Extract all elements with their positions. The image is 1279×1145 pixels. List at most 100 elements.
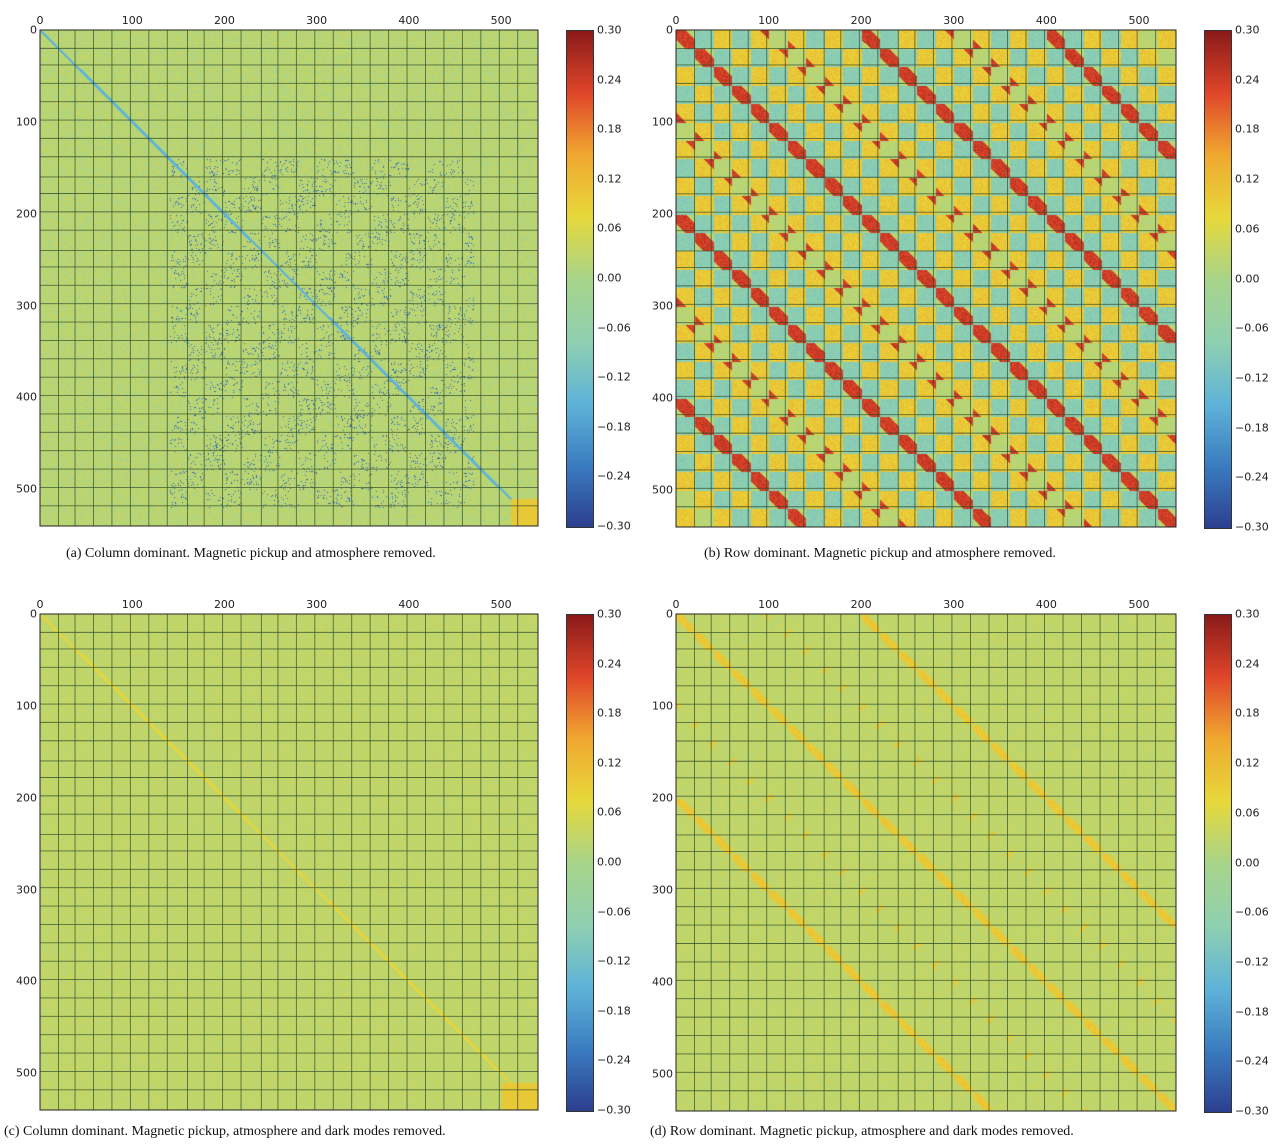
colorbar-a xyxy=(566,30,594,528)
y-tick-label: 500 xyxy=(652,1067,673,1081)
y-tick-label: 400 xyxy=(16,390,37,404)
y-tick-label: 0 xyxy=(666,607,673,621)
y-tick-label: 200 xyxy=(652,207,673,221)
colorbar-tick-label: 0.18 xyxy=(1235,706,1260,720)
y-tick-label: 500 xyxy=(16,482,37,496)
y-tick-label: 200 xyxy=(16,207,37,221)
caption-a: (a) Column dominant. Magnetic pickup and… xyxy=(66,546,436,561)
x-tick-label: 100 xyxy=(758,598,780,611)
colorbar-tick-label: 0.30 xyxy=(597,607,622,621)
colorbar-tick-label: 0.12 xyxy=(597,172,622,186)
colorbar-tick-label: 0.18 xyxy=(1235,122,1260,136)
colorbar-tick-label: 0.00 xyxy=(597,855,622,869)
y-tick-label: 300 xyxy=(652,883,673,897)
y-tick-label: 100 xyxy=(16,699,37,713)
x-tick-label: 100 xyxy=(758,14,780,27)
colorbar-tick-label: 0.12 xyxy=(597,756,622,770)
colorbar-tick-label: −0.30 xyxy=(597,1103,631,1117)
colorbar-tick-label: −0.18 xyxy=(597,1004,631,1018)
colorbar-tick-label: 0.18 xyxy=(597,706,622,720)
x-tick-label: 0 xyxy=(36,598,44,611)
x-tick-label: 300 xyxy=(306,14,328,27)
colorbar-tick-label: −0.06 xyxy=(597,905,631,919)
y-tick-label: 300 xyxy=(652,299,673,313)
colorbar-tick-label: −0.06 xyxy=(1235,905,1269,919)
caption-b: (b) Row dominant. Magnetic pickup and at… xyxy=(704,546,1056,561)
y-tick-label: 300 xyxy=(16,883,37,897)
x-tick-label: 0 xyxy=(672,14,680,27)
colorbar-tick-label: 0.06 xyxy=(597,805,622,819)
colorbar-tick-label: 0.06 xyxy=(597,221,622,235)
y-tick-label: 100 xyxy=(652,699,673,713)
y-tick-label: 100 xyxy=(16,115,37,129)
colorbar-tick-label: 0.24 xyxy=(597,73,622,87)
y-tick-label: 400 xyxy=(652,975,673,989)
colorbar-tick-label: 0.12 xyxy=(1235,172,1260,186)
x-tick-label: 400 xyxy=(398,14,420,27)
caption-d: (d) Row dominant. Magnetic pickup, atmos… xyxy=(650,1124,1074,1139)
colorbar-tick-label: −0.30 xyxy=(1235,520,1269,534)
y-tick-label: 200 xyxy=(16,791,37,805)
colorbar-tick-label: −0.24 xyxy=(1235,470,1269,484)
y-tick-label: 0 xyxy=(666,23,673,37)
heatmap-b-frame xyxy=(675,29,1177,528)
x-tick-label: 400 xyxy=(1035,598,1057,611)
x-tick-label: 500 xyxy=(490,598,512,611)
colorbar-tick-label: −0.18 xyxy=(597,420,631,434)
x-tick-label: 200 xyxy=(850,14,872,27)
heatmap-a-frame xyxy=(39,29,539,527)
colorbar-tick-label: 0.24 xyxy=(597,657,622,671)
plot-border xyxy=(675,613,1177,1112)
colorbar-tick-label: 0.00 xyxy=(1235,856,1260,869)
x-tick-label: 500 xyxy=(490,14,512,27)
colorbar-tick-label: −0.24 xyxy=(597,469,631,483)
heatmap-c-frame xyxy=(39,613,539,1111)
colorbar-tick-label: −0.24 xyxy=(1235,1054,1269,1068)
x-tick-label: 200 xyxy=(213,14,235,27)
colorbar-tick-label: −0.12 xyxy=(597,370,631,384)
colorbar-b xyxy=(1204,30,1232,529)
colorbar-tick-label: −0.18 xyxy=(1235,1005,1269,1019)
heatmap-d-frame xyxy=(675,613,1177,1112)
y-tick-label: 400 xyxy=(652,391,673,405)
y-tick-label: 0 xyxy=(30,607,37,621)
heatmap-c xyxy=(40,614,538,1110)
y-tick-label: 300 xyxy=(16,299,37,313)
colorbar-tick-label: 0.12 xyxy=(1235,756,1260,770)
colorbar-tick-label: 0.30 xyxy=(597,23,622,37)
x-tick-label: 0 xyxy=(36,14,44,27)
colorbar-tick-label: 0.06 xyxy=(1235,806,1260,820)
colorbar-tick-label: 0.18 xyxy=(597,122,622,136)
plot-border xyxy=(39,29,539,527)
x-tick-label: 100 xyxy=(121,14,143,27)
colorbar-tick-label: 0.24 xyxy=(1235,73,1260,87)
y-tick-label: 0 xyxy=(30,23,37,37)
colorbar-tick-label: 0.00 xyxy=(597,271,622,285)
x-tick-label: 400 xyxy=(398,598,420,611)
y-tick-label: 200 xyxy=(652,791,673,805)
colorbar-tick-label: −0.12 xyxy=(597,954,631,968)
plot-border xyxy=(675,29,1177,528)
y-tick-label: 500 xyxy=(16,1066,37,1080)
x-tick-label: 0 xyxy=(672,598,680,611)
colorbar-tick-label: −0.06 xyxy=(597,321,631,335)
colorbar-d xyxy=(1204,614,1232,1113)
colorbar-c xyxy=(566,614,594,1112)
x-tick-label: 300 xyxy=(306,598,328,611)
colorbar-tick-label: −0.18 xyxy=(1235,421,1269,435)
y-tick-label: 500 xyxy=(652,483,673,497)
colorbar-tick-label: −0.30 xyxy=(597,519,631,533)
x-tick-label: 300 xyxy=(943,14,965,27)
x-tick-label: 300 xyxy=(943,598,965,611)
colorbar-tick-label: −0.12 xyxy=(1235,955,1269,969)
colorbar-tick-label: −0.24 xyxy=(597,1053,631,1067)
x-tick-label: 200 xyxy=(850,598,872,611)
colorbar-tick-label: 0.24 xyxy=(1235,657,1260,671)
colorbar-tick-label: 0.00 xyxy=(1235,272,1260,285)
x-tick-label: 400 xyxy=(1035,14,1057,27)
x-tick-label: 500 xyxy=(1128,14,1150,27)
colorbar-tick-label: −0.06 xyxy=(1235,321,1269,335)
colorbar-tick-label: −0.12 xyxy=(1235,371,1269,385)
colorbar-tick-label: 0.06 xyxy=(1235,222,1260,236)
heatmap-d xyxy=(676,614,1176,1111)
